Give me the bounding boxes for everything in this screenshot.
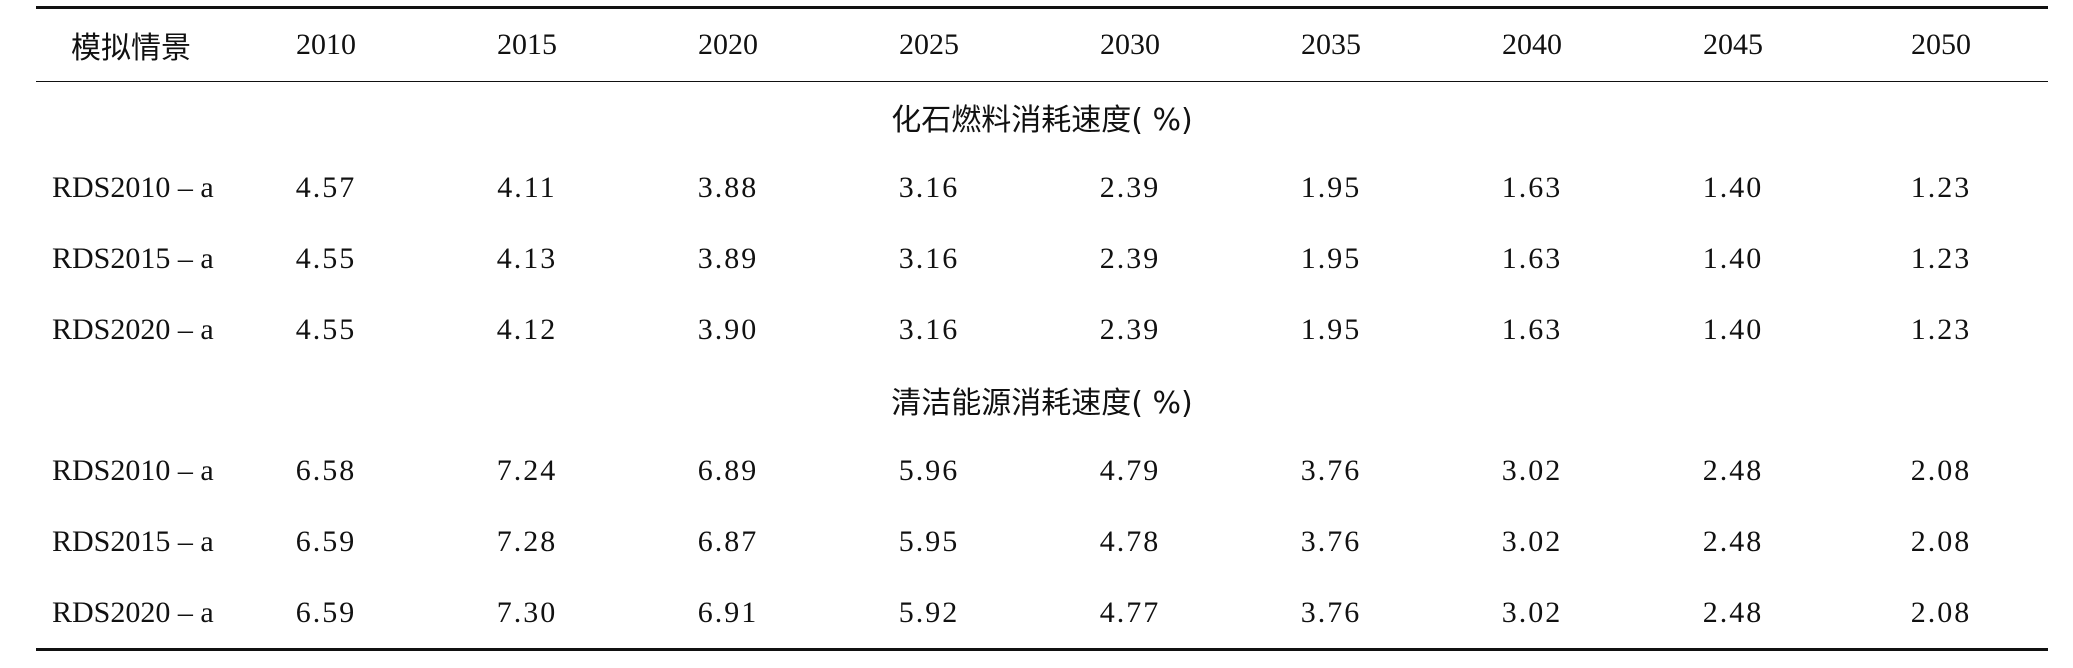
value-cell: 2.48	[1702, 524, 1764, 558]
value-cell: 4.13	[496, 241, 558, 275]
value-cell: 1.40	[1702, 312, 1764, 346]
row-label: RDS2020 – a	[52, 595, 214, 629]
value-cell: 2.48	[1702, 453, 1764, 487]
table-row: RDS2010 – a 4.57 4.11 3.88 3.16 2.39 1.95 1.63 1…	[36, 152, 2048, 223]
value-cell: 3.89	[697, 241, 759, 275]
row-label: RDS2020 – a	[52, 312, 214, 346]
value-cell: 2.08	[1910, 524, 1972, 558]
header-scenario: 模拟情景	[71, 31, 191, 66]
value-cell: 4.77	[1099, 595, 1161, 629]
row-label: RDS2015 – a	[52, 524, 214, 558]
value-cell: 3.02	[1501, 595, 1563, 629]
row-label: RDS2010 – a	[52, 453, 214, 487]
value-cell: 1.63	[1501, 241, 1563, 275]
section-title: 化石燃料消耗速度( %)	[891, 103, 1193, 138]
value-cell: 1.23	[1910, 312, 1972, 346]
data-table: 模拟情景 2010 2015 2020 2025 2030 2035 2040 …	[36, 6, 2048, 651]
value-cell: 3.02	[1501, 453, 1563, 487]
header-year: 2030	[1100, 28, 1160, 61]
value-cell: 2.39	[1099, 170, 1161, 204]
table-row: RDS2010 – a 6.58 7.24 6.89 5.96 4.79 3.76 3.02 2…	[36, 435, 2048, 506]
table-body: 化石燃料消耗速度( %) RDS2010 – a 4.57 4.11 3.88 3.16 2…	[36, 82, 2048, 650]
value-cell: 7.24	[496, 453, 558, 487]
table-row: RDS2015 – a 6.59 7.28 6.87 5.95 4.78 3.76 3.02 2…	[36, 506, 2048, 577]
table-row: RDS2015 – a 4.55 4.13 3.89 3.16 2.39 1.95 1.63 1…	[36, 223, 2048, 294]
value-cell: 3.90	[697, 312, 759, 346]
value-cell: 1.40	[1702, 170, 1764, 204]
value-cell: 5.96	[898, 453, 960, 487]
table-row: RDS2020 – a 4.55 4.12 3.90 3.16 2.39 1.95 1.63 1…	[36, 294, 2048, 365]
value-cell: 3.02	[1501, 524, 1563, 558]
value-cell: 3.16	[898, 170, 960, 204]
value-cell: 6.89	[697, 453, 759, 487]
value-cell: 2.48	[1702, 595, 1764, 629]
value-cell: 1.95	[1300, 170, 1362, 204]
value-cell: 2.39	[1099, 312, 1161, 346]
table-row: RDS2020 – a 6.59 7.30 6.91 5.92 4.77 3.76 3.02 2…	[36, 577, 2048, 650]
value-cell: 1.63	[1501, 312, 1563, 346]
value-cell: 1.23	[1910, 170, 1972, 204]
header-year: 2010	[296, 28, 356, 61]
header-year: 2050	[1911, 28, 1971, 61]
value-cell: 4.78	[1099, 524, 1161, 558]
value-cell: 5.95	[898, 524, 960, 558]
value-cell: 4.55	[295, 241, 357, 275]
value-cell: 6.58	[295, 453, 357, 487]
value-cell: 6.91	[697, 595, 759, 629]
value-cell: 7.30	[496, 595, 558, 629]
value-cell: 4.79	[1099, 453, 1161, 487]
row-label: RDS2015 – a	[52, 241, 214, 275]
value-cell: 6.59	[295, 595, 357, 629]
value-cell: 2.08	[1910, 453, 1972, 487]
value-cell: 6.59	[295, 524, 357, 558]
value-cell: 4.11	[497, 170, 557, 204]
value-cell: 4.57	[295, 170, 357, 204]
value-cell: 2.39	[1099, 241, 1161, 275]
value-cell: 3.76	[1300, 595, 1362, 629]
header-year: 2040	[1502, 28, 1562, 61]
section-header-row: 清洁能源消耗速度( %)	[36, 365, 2048, 435]
header-year: 2025	[899, 28, 959, 61]
value-cell: 3.76	[1300, 453, 1362, 487]
value-cell: 5.92	[898, 595, 960, 629]
value-cell: 3.16	[898, 241, 960, 275]
value-cell: 6.87	[697, 524, 759, 558]
value-cell: 1.95	[1300, 241, 1362, 275]
value-cell: 1.95	[1300, 312, 1362, 346]
value-cell: 1.23	[1910, 241, 1972, 275]
value-cell: 4.12	[496, 312, 558, 346]
header-year: 2020	[698, 28, 758, 61]
value-cell: 3.76	[1300, 524, 1362, 558]
header-year: 2045	[1703, 28, 1763, 61]
header-year: 2035	[1301, 28, 1361, 61]
header-year: 2015	[497, 28, 557, 61]
header-row: 模拟情景 2010 2015 2020 2025 2030 2035 2040 …	[36, 7, 2048, 82]
value-cell: 3.16	[898, 312, 960, 346]
row-label: RDS2010 – a	[52, 170, 214, 204]
section-header-row: 化石燃料消耗速度( %)	[36, 82, 2048, 153]
value-cell: 3.88	[697, 170, 759, 204]
value-cell: 7.28	[496, 524, 558, 558]
section-title: 清洁能源消耗速度( %)	[891, 386, 1193, 421]
value-cell: 4.55	[295, 312, 357, 346]
value-cell: 2.08	[1910, 595, 1972, 629]
value-cell: 1.63	[1501, 170, 1563, 204]
value-cell: 1.40	[1702, 241, 1764, 275]
